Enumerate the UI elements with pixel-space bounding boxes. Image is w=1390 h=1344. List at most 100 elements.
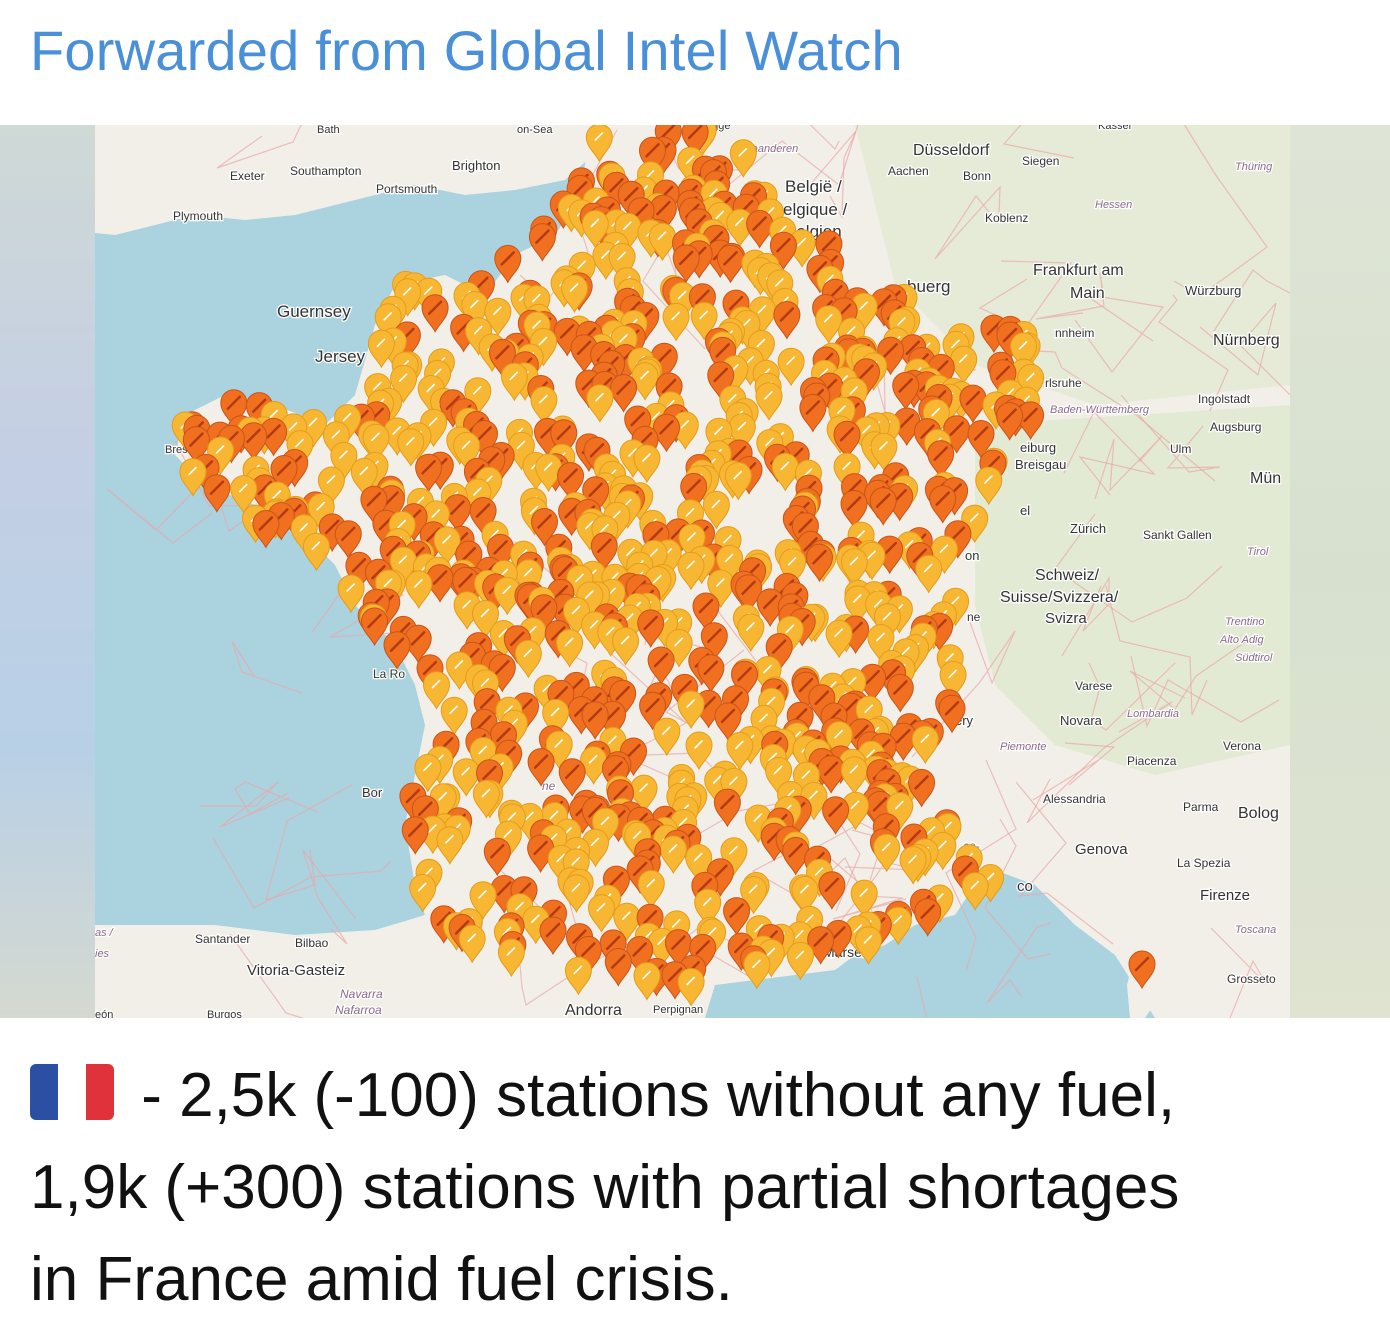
station-marker-partial (633, 444, 661, 484)
station-marker-partial (939, 660, 967, 700)
road-line (984, 818, 1051, 960)
station-marker-empty (908, 768, 936, 808)
station-marker-partial (542, 698, 570, 738)
station-marker-empty (707, 361, 735, 401)
station-marker-empty (822, 796, 850, 835)
station-marker-partial (409, 874, 437, 913)
road-line (986, 922, 1052, 1004)
map-label-freiburg1: eiburg (1020, 440, 1056, 455)
station-marker-empty (638, 136, 667, 176)
map-label-geneve: ne (967, 610, 981, 624)
station-marker-partial (737, 613, 765, 653)
station-marker-partial (833, 452, 861, 492)
station-marker-partial (779, 548, 807, 587)
station-marker-partial (562, 874, 591, 914)
station-marker-partial (825, 721, 853, 760)
road-line (1015, 781, 1114, 945)
message-line-2: 1,9k (+300) stations with partial shorta… (30, 1153, 1180, 1222)
photo-attachment[interactable]: Bathon-SeaBruggeKasselExeterSouthamptonB… (0, 125, 1390, 1018)
alps-region (975, 405, 1290, 775)
map-label-bw: Baden-Württemberg (1050, 404, 1150, 416)
map-label-lyon: on (965, 548, 979, 563)
station-marker-partial (286, 430, 314, 469)
map-label-verona: Verona (1223, 739, 1261, 753)
map-label-brighton: Brighton (452, 158, 500, 173)
map-label-santander: Santander (195, 932, 250, 946)
station-marker-partial (677, 968, 705, 1007)
station-marker-partial (422, 671, 451, 710)
station-marker-empty (483, 837, 511, 877)
station-marker-empty (528, 223, 556, 262)
map-label-asturias1: as / (95, 927, 114, 939)
map-label-burgos: Burgos (207, 1009, 242, 1018)
message-line-1: - 2,5k (-100) stations without any fuel, (30, 1050, 1370, 1142)
forwarded-from-link[interactable]: Forwarded from Global Intel Watch (30, 19, 903, 82)
road-line (1120, 394, 1221, 473)
station-marker-empty (558, 758, 586, 797)
station-marker-empty (869, 487, 897, 526)
station-marker-partial (362, 423, 390, 463)
station-marker-empty (550, 419, 578, 458)
station-marker-partial (850, 879, 878, 919)
road-line (1130, 655, 1280, 728)
road-line (945, 759, 1017, 972)
map-label-siegen: Siegen (1022, 154, 1059, 168)
station-marker-partial (724, 462, 752, 501)
station-marker-partial (840, 756, 868, 795)
map-label-firenze: Firenze (1200, 887, 1250, 904)
map-label-karlsruhe: rlsruhe (1045, 376, 1082, 390)
station-marker-partial (677, 551, 705, 591)
station-marker-partial (694, 888, 722, 928)
station-marker-partial (899, 846, 927, 885)
station-marker-partial (515, 559, 543, 598)
road-line (216, 125, 302, 169)
station-marker-partial (472, 780, 500, 819)
station-marker-partial (653, 717, 681, 757)
station-marker-empty (996, 402, 1024, 441)
station-marker-empty (700, 622, 728, 661)
station-marker-empty (610, 374, 638, 413)
road-line (1032, 742, 1116, 801)
road-line (1017, 349, 1216, 482)
station-marker-empty (1128, 950, 1156, 990)
station-marker-empty (929, 485, 957, 524)
road-line (1035, 272, 1105, 320)
station-marker-partial (728, 413, 756, 452)
station-marker-empty (938, 694, 966, 734)
road-line (1210, 927, 1267, 1018)
map-label-piemonte: Piemonte (1000, 741, 1046, 753)
station-marker-partial (755, 382, 783, 421)
map-label-bordeaux1: Bor (362, 785, 383, 800)
station-marker-partial (854, 926, 883, 965)
station-marker-empty (581, 701, 609, 740)
road-line (832, 817, 907, 920)
road-line (1158, 294, 1229, 412)
station-marker-partial (317, 466, 345, 506)
map-label-luxemburg: buerg (907, 277, 950, 296)
message-body: - 2,5k (-100) stations without any fuel,… (30, 1050, 1370, 1326)
station-marker-partial (765, 756, 793, 796)
station-marker-partial (777, 347, 805, 387)
station-marker-partial (677, 690, 705, 730)
station-marker-partial (707, 569, 735, 609)
road-line (1063, 410, 1156, 496)
station-marker-partial (458, 924, 486, 964)
station-marker-partial (870, 432, 898, 472)
station-marker-empty (415, 453, 443, 493)
map-label-plymouth: Plymouth (173, 209, 223, 223)
station-marker-empty (716, 244, 745, 284)
station-marker-empty (892, 371, 920, 411)
station-marker-partial (560, 274, 589, 314)
station-marker-partial (975, 466, 1003, 506)
station-marker-empty (927, 440, 955, 479)
station-marker-partial (873, 833, 901, 873)
map-label-navarra2: Nafarroa (335, 1003, 382, 1017)
road-line (1094, 435, 1163, 500)
road-line (808, 130, 857, 220)
map-label-portsmouth: Portsmouth (376, 182, 437, 196)
station-marker-empty (401, 816, 429, 855)
station-marker-empty (833, 420, 861, 460)
station-marker-partial (685, 731, 713, 771)
map-label-laspezia: La Spezia (1177, 856, 1231, 870)
fuel-shortage-map[interactable]: Bathon-SeaBruggeKasselExeterSouthamptonB… (95, 125, 1290, 1018)
